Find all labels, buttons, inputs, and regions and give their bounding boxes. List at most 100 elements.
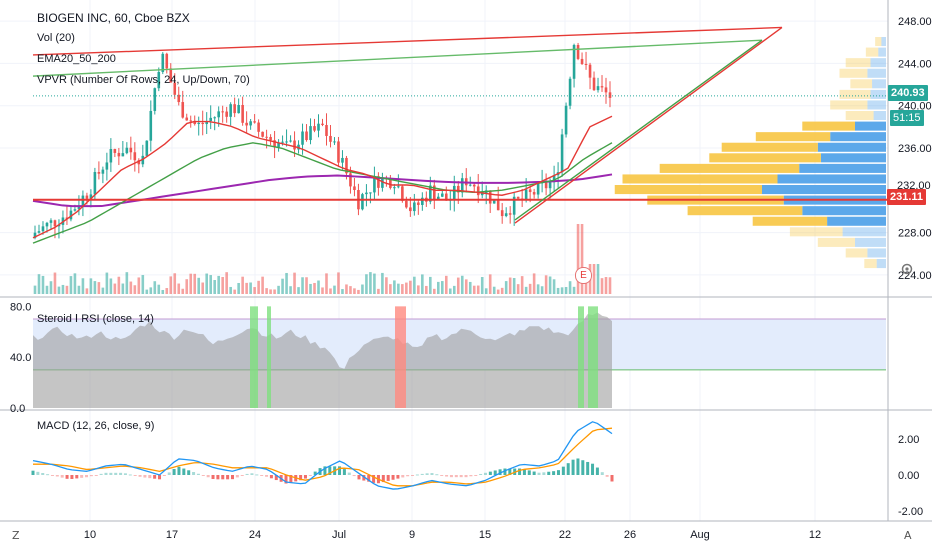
macd-histogram-bar [55,475,59,477]
macd-histogram-bar [85,475,89,478]
candle-body [452,185,456,200]
macd-histogram-bar [104,472,108,475]
candle-body [189,120,193,122]
volume-bar [281,278,284,294]
volume-bar [349,286,352,294]
candle-body [205,121,208,125]
macd-histogram-bar [162,475,166,476]
candle-body [421,197,424,205]
volume-bar [65,285,69,294]
macd-histogram-bar [323,466,327,475]
candle-body [201,122,205,125]
candle-body [277,142,280,148]
volume-bar [141,275,145,294]
macd-histogram-bar [357,475,361,480]
volume-bar [317,280,320,294]
volume-bar [309,283,312,294]
candle-body [608,92,612,98]
candle-body [301,131,304,145]
volume-bar [81,278,85,294]
macd-histogram-bar [143,475,147,478]
macd-histogram-bar [299,475,303,481]
macd-histogram-bar [284,475,288,484]
candle-body [237,104,240,114]
macd-histogram-bar [221,475,225,480]
candle-body [233,104,236,114]
volume-bar [520,276,524,294]
candle-body [105,162,109,170]
x-tick-label: 22 [559,529,571,541]
vp-row-up [839,89,871,99]
candle-body [369,192,372,194]
volume-bar [401,284,404,294]
volume-bar [580,224,584,294]
candle-body [401,186,404,201]
macd-histogram-bar [474,475,478,476]
ema-legend[interactable]: EMA20_50_200 [37,53,116,65]
settings-gear-icon[interactable] [900,262,916,278]
macd-legend[interactable]: MACD (12, 26, close, 9) [37,420,155,432]
candle-body [536,182,540,195]
macd-histogram-bar [70,475,74,479]
vp-row-up [845,248,868,258]
vpvr-legend[interactable]: VPVR (Number Of Rows, 24, Up/Down, 70) [37,74,250,86]
x-tick-label: 10 [84,529,96,541]
candle-body [429,185,432,202]
volume-bar [113,283,117,294]
volume-bar [516,284,520,294]
volume-bar [253,287,256,294]
candle-body [361,194,364,210]
candle-body [405,200,408,208]
macd-histogram-bar [60,475,64,478]
candle-body [572,44,576,79]
volume-bar [548,276,552,294]
price-tick-label: 244.00 [898,58,932,70]
rsi-extreme-highlight [395,306,406,408]
rsi-area [33,312,612,408]
volume-bar [385,277,388,294]
volume-bar [229,286,232,294]
vol-legend[interactable]: Vol (20) [37,32,75,44]
volume-bar [33,285,37,294]
volume-bar [608,277,612,294]
macd-histogram-bar [537,472,541,475]
zoom-icon[interactable]: Z [12,529,20,542]
candle-body [249,121,252,126]
rsi-legend[interactable]: Steroid Ⅰ RSI (close, 14) [37,313,154,325]
volume-bar [205,273,208,294]
candle-body [592,77,596,91]
candle-body [305,131,308,141]
auto-scale-icon[interactable]: A [904,529,912,542]
macd-histogram-bar [128,474,132,476]
candle-body [548,182,552,189]
volume-bar [109,278,113,294]
candle-body [508,213,512,215]
candle-body [53,220,57,227]
candle-body [444,193,448,201]
price-tick-label: 236.00 [898,143,932,155]
volume-bar [241,276,244,294]
volume-bar [297,287,300,294]
volume-bar [496,289,500,294]
earnings-marker[interactable]: E [575,267,592,284]
volume-bar [512,278,516,294]
candle-body [245,122,248,126]
price-tick-label: 248.00 [898,16,932,28]
vp-row-up [839,68,868,78]
candle-body [496,199,500,211]
price-tick-label: 240.00 [898,101,932,113]
candle-body [437,196,440,200]
volume-bar [273,289,276,294]
candle-body [173,82,177,95]
candle-body [129,147,133,153]
volume-bar [444,275,448,294]
volume-bar [325,273,328,294]
candle-body [133,152,137,161]
trendline-red-support [514,26,783,224]
candle-body [137,160,141,165]
volume-bar [313,282,316,294]
candle-body [468,184,472,186]
candle-body [93,172,97,195]
candle-body [33,232,37,238]
